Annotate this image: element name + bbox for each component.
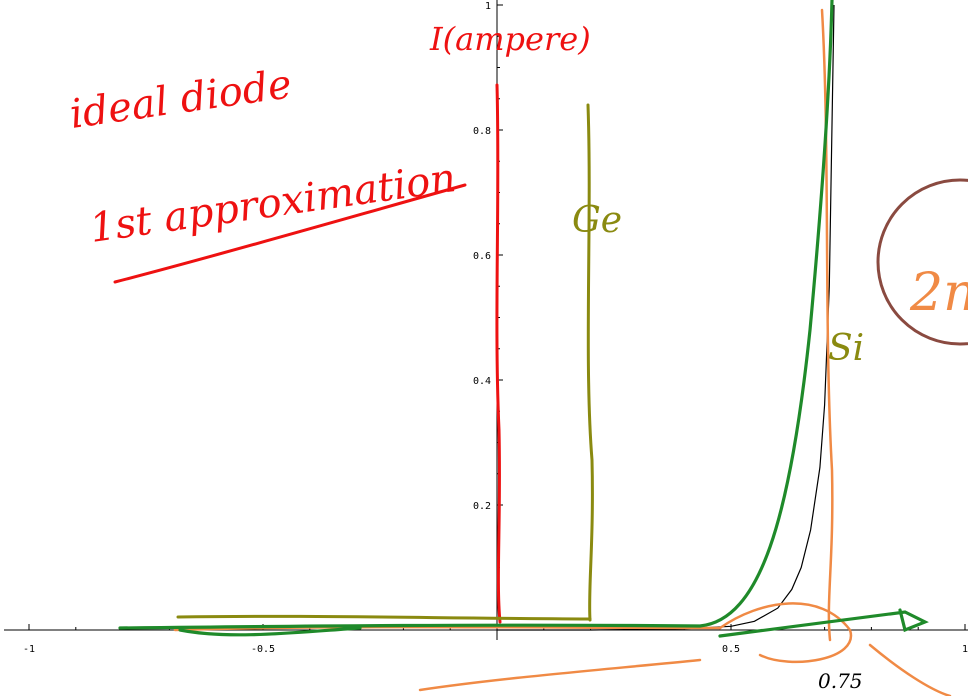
- y-tick-label: 0.4: [473, 376, 491, 387]
- x-tick-label: -0.5: [251, 644, 275, 655]
- y-tick-label: 0.8: [473, 126, 491, 137]
- ink-olive-ge: [176, 103, 594, 622]
- ink-orange-si: [173, 8, 952, 696]
- x-tick-label: 0.5: [722, 644, 740, 655]
- y-tick-label: 1: [485, 1, 491, 12]
- second-approximation-label: 2nd: [909, 263, 968, 323]
- y-tick-label: 0.6: [473, 251, 491, 262]
- ampere-axis-label: I(ampere): [429, 20, 591, 58]
- ink-brown-circle: [876, 178, 968, 346]
- iv-curve-line: [497, 4, 835, 631]
- si-label: Si: [828, 328, 864, 369]
- x-tick-label: 1: [962, 644, 968, 655]
- ink-red-ideal: [113, 83, 502, 624]
- first-approximation-label: 1st approximation: [87, 155, 459, 252]
- ink-green-trace: [118, 0, 929, 638]
- ideal-diode-label: ideal diode: [67, 61, 294, 138]
- x-tick-label: -1: [23, 644, 35, 655]
- ge-label: Ge: [572, 200, 622, 241]
- value-075-label: 0.75: [818, 669, 863, 693]
- y-tick-label: 0.2: [473, 501, 491, 512]
